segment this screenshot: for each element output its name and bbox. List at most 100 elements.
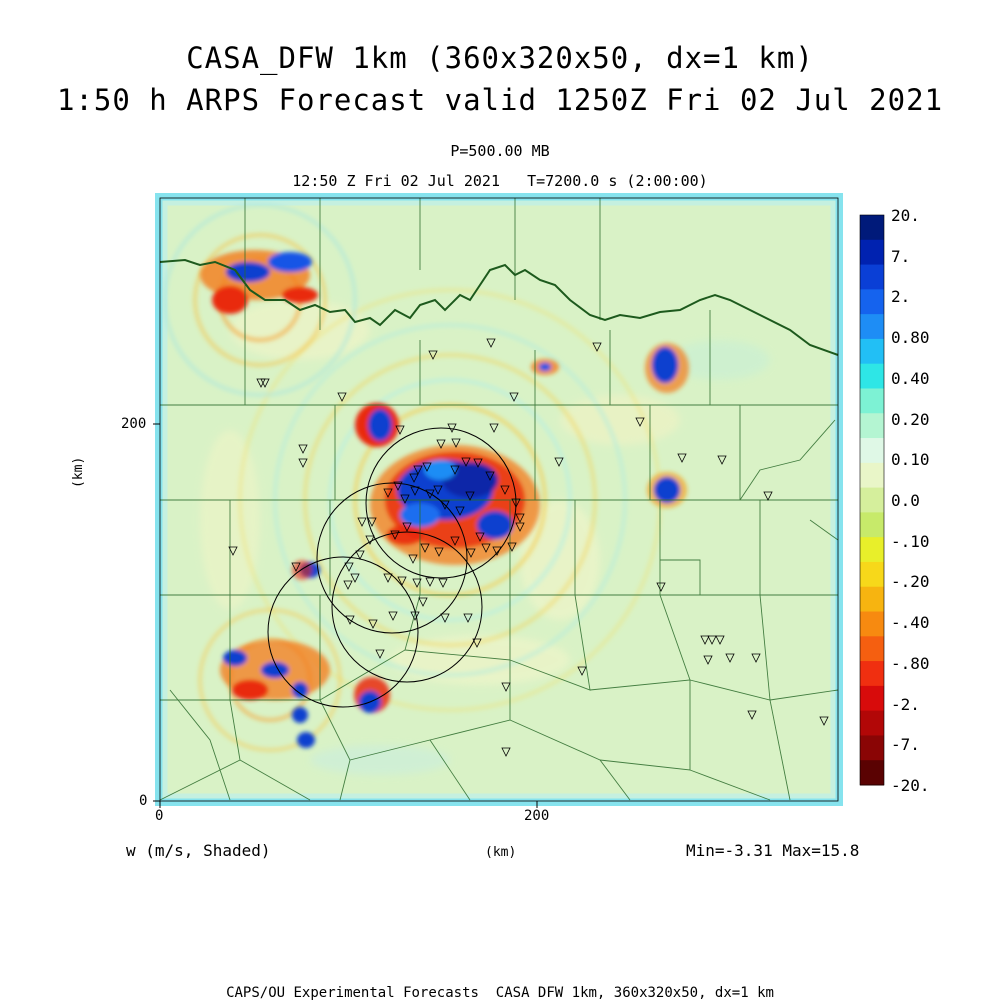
colorbar — [859, 214, 885, 786]
colorbar-swatch — [860, 215, 884, 241]
station-marker — [291, 562, 301, 572]
station-marker — [425, 577, 435, 587]
station-marker — [725, 653, 735, 663]
station-marker — [501, 682, 511, 692]
station-marker — [554, 457, 564, 467]
station-marker — [511, 498, 521, 508]
station-marker — [412, 578, 422, 588]
colorbar-swatch — [860, 338, 884, 365]
colorbar-swatch — [860, 239, 884, 266]
pressure-level: P=500.00 MB — [450, 142, 550, 160]
station-marker — [463, 613, 473, 623]
station-marker — [436, 439, 446, 449]
station-marker — [500, 485, 510, 495]
station-marker — [344, 562, 354, 572]
colorbar-label: 7. — [891, 246, 911, 266]
station-marker — [409, 473, 419, 483]
observation-stations — [228, 338, 829, 757]
station-marker — [438, 578, 448, 588]
station-marker — [368, 619, 378, 629]
colorbar-swatch — [860, 760, 884, 786]
station-marker — [466, 548, 476, 558]
station-marker — [410, 611, 420, 621]
colorbar-label: -.80 — [891, 653, 930, 673]
station-marker — [260, 378, 270, 388]
colorbar-label: 0.20 — [891, 409, 930, 429]
colorbar-swatch — [860, 413, 884, 439]
station-marker — [228, 546, 238, 556]
colorbar-swatch — [860, 561, 884, 588]
county-boundaries — [159, 198, 839, 801]
station-marker — [390, 530, 400, 540]
station-marker — [402, 522, 412, 532]
colorbar-label: -.20 — [891, 572, 930, 592]
station-marker — [434, 547, 444, 557]
station-marker — [451, 438, 461, 448]
station-marker — [383, 488, 393, 498]
station-marker — [298, 444, 308, 454]
station-marker — [715, 635, 725, 645]
station-marker — [393, 481, 403, 491]
station-marker — [450, 536, 460, 546]
plot-frame — [159, 197, 839, 802]
station-marker — [509, 392, 519, 402]
station-marker — [440, 500, 450, 510]
station-marker — [472, 638, 482, 648]
station-marker — [367, 517, 377, 527]
station-marker — [298, 458, 308, 468]
station-marker — [383, 573, 393, 583]
station-marker — [425, 489, 435, 499]
station-marker — [455, 506, 465, 516]
station-marker — [656, 582, 666, 592]
station-marker — [592, 342, 602, 352]
station-marker — [433, 485, 443, 495]
station-marker — [420, 543, 430, 553]
station-marker — [388, 611, 398, 621]
y-axis-label: (km) — [71, 456, 86, 488]
colorbar-swatch — [860, 611, 884, 637]
colorbar-swatch — [860, 735, 884, 761]
station-marker — [677, 453, 687, 463]
station-marker — [492, 546, 502, 556]
station-marker — [717, 455, 727, 465]
map-area — [155, 193, 843, 806]
station-marker — [635, 417, 645, 427]
colorbar-label: -.40 — [891, 613, 930, 633]
station-marker — [501, 747, 511, 757]
footer-credit: CAPS/OU Experimental Forecasts CASA DFW … — [226, 985, 774, 1001]
field-label: w (m/s, Shaded) — [126, 841, 271, 860]
station-marker — [819, 716, 829, 726]
station-marker — [461, 457, 471, 467]
colorbar-swatch — [860, 586, 884, 613]
y-tick-200: 200 — [121, 416, 147, 432]
station-marker — [447, 423, 457, 433]
station-marker — [337, 392, 347, 402]
station-marker — [345, 615, 355, 625]
colorbar-label: 0.0 — [891, 491, 920, 510]
station-marker — [422, 462, 432, 472]
station-marker — [703, 655, 713, 665]
state-border — [159, 258, 839, 356]
colorbar-label: 0.10 — [891, 450, 930, 470]
station-marker — [473, 458, 483, 468]
min-max-label: Min=-3.31 Max=15.8 — [686, 841, 860, 860]
x-tick-200: 200 — [524, 808, 550, 824]
y-tick-0: 0 — [139, 793, 148, 809]
x-tick-0: 0 — [155, 808, 164, 824]
colorbar-swatch — [860, 438, 884, 464]
station-marker — [707, 635, 717, 645]
station-marker — [763, 491, 773, 501]
station-marker — [343, 580, 353, 590]
station-marker — [485, 471, 495, 481]
station-marker — [481, 543, 491, 553]
axis-ticks — [153, 423, 538, 808]
station-marker — [747, 710, 757, 720]
station-marker — [375, 649, 385, 659]
x-axis-label: (km) — [485, 845, 517, 860]
colorbar-label: 2. — [891, 287, 911, 307]
station-marker — [751, 653, 761, 663]
colorbar-swatch — [860, 661, 884, 687]
colorbar-label: -20. — [891, 776, 930, 795]
colorbar-swatch — [860, 314, 884, 340]
